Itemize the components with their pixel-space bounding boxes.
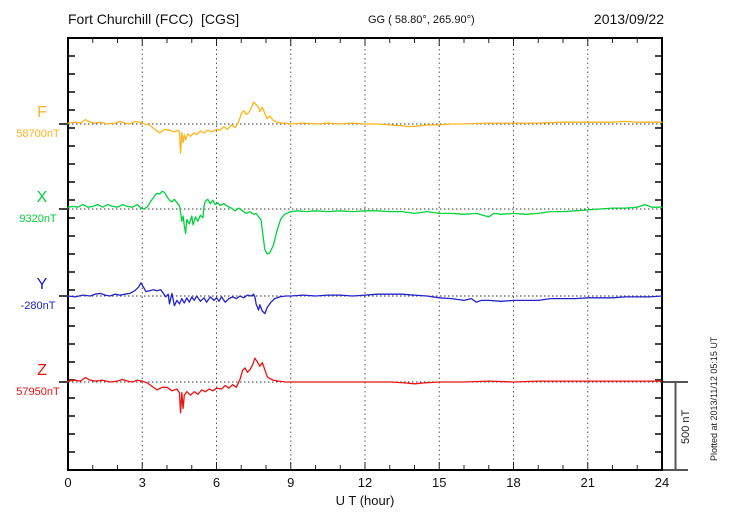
station-title: Fort Churchill (FCC) [CGS] [68, 11, 240, 27]
x-tick-label-9: 9 [287, 475, 295, 490]
x-tick-label-0: 0 [64, 475, 72, 490]
trace-F [67, 101, 663, 154]
plotted-at-label: Plotted at 2013/11/12 05:15 UT [709, 336, 719, 462]
date-label: 2013/09/22 [593, 11, 664, 27]
component-label-F: F [37, 104, 47, 121]
component-label-X: X [36, 189, 48, 206]
x-tick-label-21: 21 [580, 475, 595, 490]
geographic-coordinates: GG ( 58.80°, 265.90°) [368, 14, 475, 26]
x-tick-label-18: 18 [506, 475, 521, 490]
plot-frame [67, 37, 663, 471]
component-baseline-value-X: 9320nT [19, 213, 57, 225]
component-baseline-value-Y: -280nT [20, 300, 56, 312]
component-label-Y: Y [36, 276, 48, 293]
x-tick-label-6: 6 [212, 475, 221, 490]
x-tick-label-24: 24 [654, 475, 670, 490]
x-tick-label-12: 12 [357, 475, 373, 490]
trace-X [67, 190, 663, 255]
component-baseline-value-Z: 57950nT [16, 386, 60, 398]
scale-bar-label: 500 nT [680, 409, 692, 445]
x-tick-label-3: 3 [138, 475, 146, 490]
component-label-Z: Z [37, 362, 47, 379]
ut-axis-label: U T (hour) [335, 493, 395, 508]
x-tick-label-15: 15 [432, 475, 447, 490]
trace-Z [67, 357, 663, 414]
component-baseline-value-F: 58700nT [16, 128, 60, 140]
trace-Y [67, 282, 663, 315]
